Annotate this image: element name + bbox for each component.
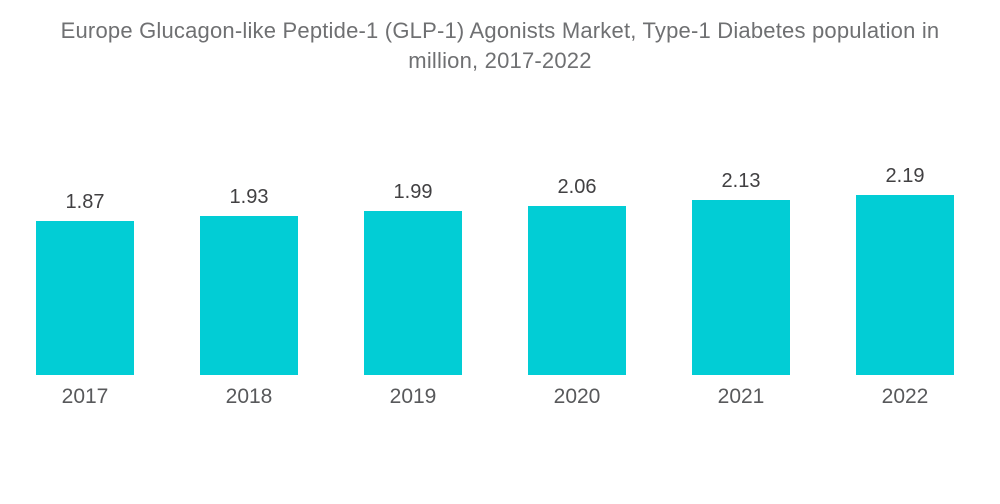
x-axis-label: 2020 <box>553 385 601 408</box>
bar-2018 <box>200 216 298 375</box>
chart-title: Europe Glucagon-like Peptide-1 (GLP-1) A… <box>60 18 940 73</box>
bar-group-2017: 1.87 <box>36 191 134 375</box>
bar-value-label: 1.87 <box>65 191 105 213</box>
x-axis-label: 2019 <box>389 385 437 408</box>
bar-group-2021: 2.13 <box>692 170 790 375</box>
bar-value-label: 1.99 <box>393 181 433 203</box>
x-axis-label: 2021 <box>717 385 765 408</box>
bar-value-label: 2.06 <box>557 176 597 198</box>
x-axis-label: 2017 <box>61 385 109 408</box>
bar-2020 <box>528 206 626 375</box>
bar-group-2022: 2.19 <box>856 165 954 375</box>
bar-group-2020: 2.06 <box>528 176 626 375</box>
bar-value-label: 2.19 <box>885 165 925 187</box>
x-axis-label: 2018 <box>225 385 273 408</box>
bar-value-label: 1.93 <box>229 186 269 208</box>
bar-2021 <box>692 200 790 375</box>
bar-group-2018: 1.93 <box>200 186 298 375</box>
x-axis-label: 2022 <box>881 385 929 408</box>
bar-2022 <box>856 195 954 375</box>
bar-value-label: 2.13 <box>721 170 761 192</box>
bar-2019 <box>364 211 462 375</box>
bar-2017 <box>36 221 134 375</box>
bar-group-2019: 1.99 <box>364 181 462 375</box>
